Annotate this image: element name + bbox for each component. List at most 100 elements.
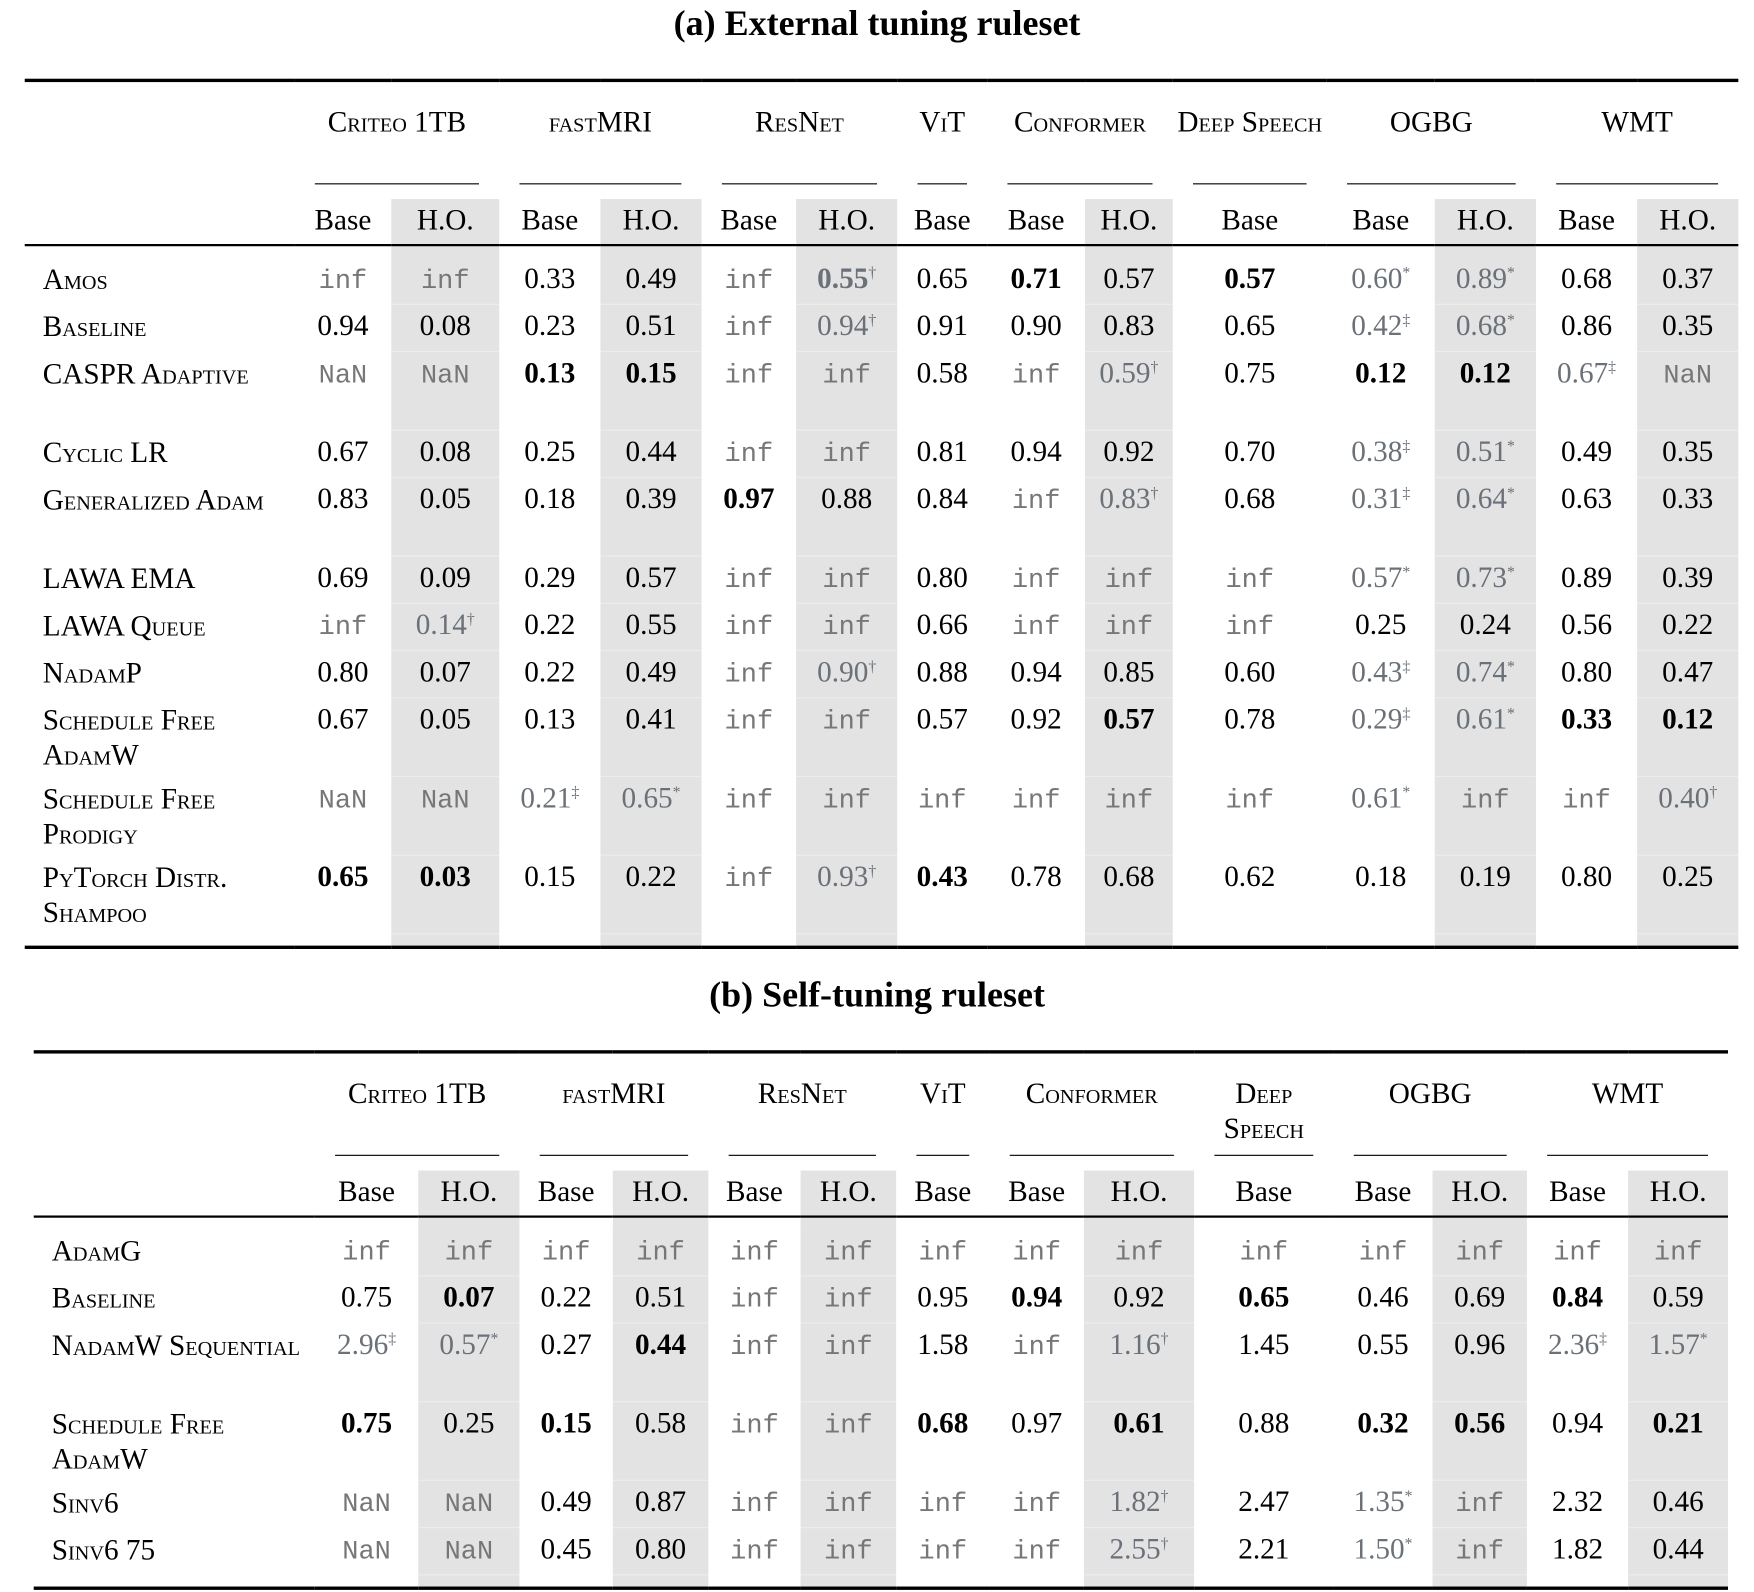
value-cell: inf	[1535, 776, 1638, 856]
subheader-cell: Base	[1235, 1174, 1293, 1208]
cell-value: 0.97	[723, 482, 775, 515]
cell-value: 0.58	[635, 1406, 687, 1440]
significance-mark: *	[1506, 438, 1515, 456]
mid-rule	[24, 243, 1739, 248]
value-cell: 0.81	[897, 430, 988, 478]
value-cell: 0.39	[1637, 556, 1739, 604]
group-header: ViT	[919, 1077, 966, 1110]
value-cell: 2.21	[1194, 1527, 1334, 1576]
cell-value: 0.15	[625, 356, 677, 390]
value-cell: 0.71	[987, 257, 1086, 305]
value-cell: 0.29	[499, 556, 601, 604]
value-cell: inf	[612, 1228, 709, 1277]
value-cell: 0.90†	[796, 650, 898, 699]
value-cell: inf	[391, 257, 500, 305]
significance-mark: ‡	[1402, 485, 1411, 503]
value-cell: 0.21‡	[499, 776, 601, 856]
cell-value: 0.59	[1099, 356, 1151, 390]
value-cell: 0.43‡	[1326, 650, 1435, 699]
method-name: AdamG	[33, 1228, 315, 1277]
value-cell: 0.07	[418, 1275, 520, 1324]
value-cell: 0.59	[1628, 1275, 1729, 1324]
cell-value: 0.85	[1103, 655, 1155, 689]
method-name: LAWA Queue	[24, 603, 295, 652]
cell-value: NaN	[318, 360, 368, 392]
value-cell: 0.44	[612, 1322, 709, 1403]
cell-value: 0.80	[1560, 655, 1613, 689]
value-cell: 0.05	[391, 477, 500, 557]
value-cell: 0.08	[391, 304, 500, 352]
cell-value: 2.21	[1238, 1532, 1290, 1566]
group-header: OGBG	[1389, 105, 1473, 139]
value-cell: inf	[1432, 1228, 1527, 1277]
significance-mark: *	[1404, 1488, 1413, 1506]
table-row: Schedule Free AdamW 0.67 0.05 0.13 0.41 inf in…	[24, 697, 1739, 777]
group-header: Conformer	[1025, 1077, 1158, 1110]
method-name: Schedule Free AdamW	[33, 1401, 315, 1481]
group-header: WMT	[1591, 1077, 1664, 1110]
cell-value: 0.42	[1351, 309, 1403, 342]
significance-mark: ‡	[1402, 706, 1411, 723]
value-cell: 0.58	[897, 351, 988, 431]
value-cell: 0.55†	[796, 257, 898, 305]
value-cell: inf	[989, 1480, 1084, 1529]
cell-value: 1.50	[1353, 1532, 1405, 1566]
method-name: NadamP	[24, 650, 295, 699]
cell-value: 0.44	[625, 435, 677, 468]
subheader-cell: H.O.	[1083, 1170, 1195, 1217]
value-cell: 1.58	[896, 1322, 990, 1403]
value-cell: 0.61*	[1434, 697, 1536, 777]
value-cell: NaN	[294, 776, 392, 856]
cell-value: inf	[724, 565, 774, 596]
value-cell: 0.95	[896, 1275, 990, 1324]
significance-mark: *	[672, 784, 681, 802]
method-name: CASPR Adaptive	[24, 351, 295, 431]
cell-value: inf	[1012, 1332, 1061, 1363]
cell-value: 0.51	[1455, 435, 1507, 468]
subheader-cell: Base	[1354, 1174, 1412, 1208]
cell-value: 0.91	[916, 309, 968, 342]
group-underline-row	[25, 183, 1739, 199]
significance-mark: †	[1709, 784, 1718, 802]
value-cell: inf	[800, 1228, 897, 1277]
cell-value: inf	[918, 1489, 968, 1521]
cell-value: 0.44	[635, 1327, 687, 1361]
value-cell: 0.65	[1194, 1275, 1334, 1324]
cell-value: 0.57	[1351, 561, 1403, 594]
value-cell: inf	[800, 1527, 897, 1576]
value-cell: 0.61*	[1326, 776, 1435, 856]
significance-mark: †	[1160, 1535, 1169, 1553]
significance-mark: †	[466, 611, 475, 629]
cell-value: inf	[724, 864, 774, 896]
cell-value: 0.51	[635, 1280, 687, 1314]
subheader-cell: Base	[1008, 1174, 1066, 1208]
value-cell: 0.68	[1535, 257, 1638, 305]
cell-value: 0.68	[1103, 860, 1155, 893]
cell-value: 0.94	[1011, 1280, 1063, 1314]
cell-value: 2.36	[1548, 1327, 1600, 1361]
cell-value: 0.08	[419, 309, 471, 342]
cell-value: 1.45	[1238, 1327, 1290, 1361]
cell-value: inf	[724, 785, 774, 817]
cell-value: inf	[342, 1237, 391, 1269]
value-cell: 0.60	[1172, 650, 1327, 699]
table-row: Amos inf inf 0.33 0.49 inf 0.55† 0.65 0.71 0.57 0.…	[24, 257, 1739, 305]
value-cell: 1.16†	[1083, 1322, 1195, 1403]
cell-value: inf	[822, 785, 871, 817]
value-cell: 0.49	[519, 1480, 613, 1529]
value-cell: inf	[701, 603, 797, 652]
cell-value: 1.58	[917, 1327, 969, 1361]
cell-value: 0.38	[1351, 435, 1403, 468]
cell-value: 0.33	[1560, 702, 1613, 736]
cell-value: inf	[724, 660, 774, 691]
method-name: Baseline	[24, 304, 295, 352]
group-underline	[1547, 1154, 1708, 1156]
significance-mark: ‡	[1402, 438, 1411, 456]
significance-mark: ‡	[1599, 1331, 1608, 1349]
table-row: PyTorch Distr. Shampoo 0.65 0.03 0.15 0.22 in…	[24, 855, 1739, 935]
value-cell: inf	[294, 257, 392, 305]
value-cell: 0.03	[391, 855, 500, 935]
cell-value: 0.94	[817, 309, 869, 342]
cell-value: 0.22	[524, 608, 576, 641]
method-name: LAWA EMA	[24, 556, 295, 604]
